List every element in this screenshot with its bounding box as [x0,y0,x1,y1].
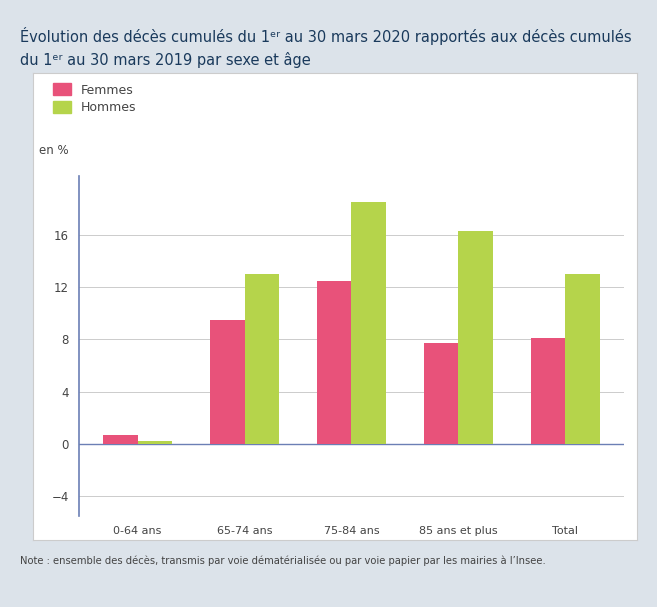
Bar [565,274,600,444]
Text: Note : ensemble des décès, transmis par voie dématérialisée ou par voie papier p: Note : ensemble des décès, transmis par … [20,555,545,566]
Bar [103,435,138,444]
Bar [351,202,386,444]
Bar [244,274,279,444]
Legend: Femmes, Hommes: Femmes, Hommes [53,82,138,115]
Text: du 1ᵉʳ au 30 mars 2019 par sexe et âge: du 1ᵉʳ au 30 mars 2019 par sexe et âge [20,52,311,67]
Bar [317,280,351,444]
Bar [138,441,172,444]
Bar [210,320,244,444]
Bar [459,231,493,444]
Text: en %: en % [39,144,69,157]
Bar [424,344,459,444]
Text: Évolution des décès cumulés du 1ᵉʳ au 30 mars 2020 rapportés aux décès cumulés: Évolution des décès cumulés du 1ᵉʳ au 30… [20,27,631,46]
Bar [531,338,565,444]
